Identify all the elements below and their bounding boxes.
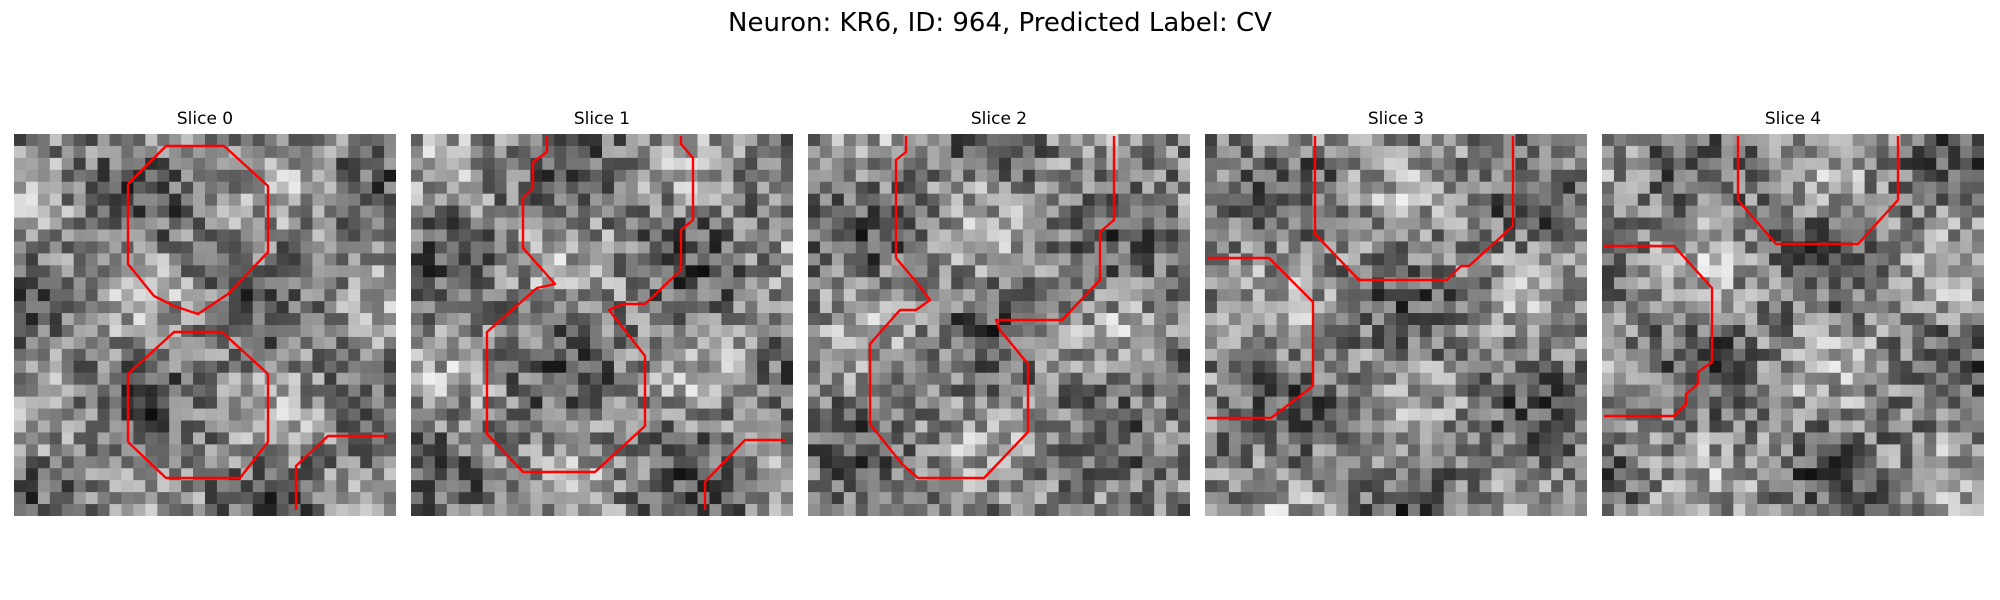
neuron-contour [126, 330, 270, 480]
neuron-contour [1207, 256, 1315, 420]
slice-panel-3: Slice 3 [1205, 108, 1587, 518]
slice-panel-1: Slice 1 [411, 108, 793, 518]
neuron-contour [294, 434, 388, 510]
figure-title: Neuron: KR6, ID: 964, Predicted Label: C… [728, 8, 1272, 38]
slice-title-2: Slice 2 [970, 109, 1028, 129]
neuron-contour [1736, 136, 1900, 246]
neuron-contour [868, 136, 1116, 480]
neuron-contour [703, 438, 785, 510]
neuron-contour [485, 136, 695, 474]
neuron-contour [1313, 136, 1515, 282]
slice-image-0 [14, 134, 396, 516]
slice-panel-0: Slice 0 [14, 108, 396, 518]
slice-panel-4: Slice 4 [1602, 108, 1984, 518]
slice-title-0: Slice 0 [176, 109, 234, 129]
slice-image-3 [1205, 134, 1587, 516]
slice-image-4 [1602, 134, 1984, 516]
slice-title-3: Slice 3 [1367, 109, 1425, 129]
slice-image-1 [411, 134, 793, 516]
neuron-contour [1604, 244, 1714, 418]
slice-title-4: Slice 4 [1764, 109, 1822, 129]
slice-title-1: Slice 1 [573, 109, 631, 129]
neuron-contour [126, 144, 270, 316]
slice-image-2 [808, 134, 1190, 516]
slice-panel-2: Slice 2 [808, 108, 1190, 518]
